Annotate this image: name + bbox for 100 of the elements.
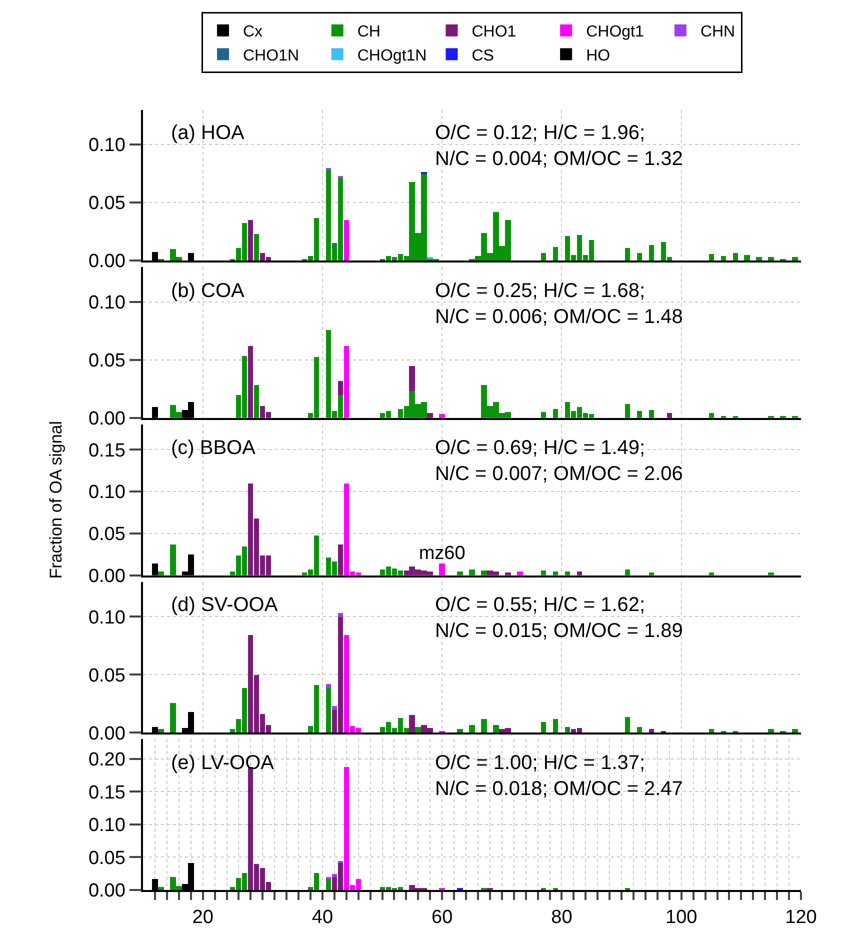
text: (a) HOA bbox=[171, 122, 245, 144]
bar bbox=[553, 571, 558, 576]
bar bbox=[326, 684, 331, 688]
bar bbox=[541, 722, 546, 733]
y-tick-label: 0.15 bbox=[88, 440, 126, 462]
bar bbox=[709, 728, 714, 733]
y-tick-label: 0.10 bbox=[88, 482, 126, 504]
bar bbox=[481, 570, 487, 576]
y-tick-label: 0.00 bbox=[88, 408, 126, 430]
annotation: O/C = 0.55; H/C = 1.62; N/C = 0.015; OM/OC = 1.89 bbox=[435, 594, 683, 642]
bar bbox=[409, 714, 415, 733]
bar bbox=[649, 410, 654, 418]
bar bbox=[481, 718, 487, 733]
bar bbox=[332, 706, 337, 710]
bar bbox=[733, 252, 738, 261]
y-tick-label: 0.00 bbox=[88, 251, 126, 272]
y-tick-label: 0.00 bbox=[88, 880, 126, 902]
y-axis-title: Fraction of OA signal bbox=[46, 420, 66, 579]
bar bbox=[756, 256, 762, 261]
x-tick-label: 100 bbox=[666, 906, 698, 928]
bar bbox=[409, 366, 415, 392]
bar bbox=[709, 254, 714, 261]
bar bbox=[637, 252, 642, 261]
bar bbox=[625, 404, 630, 418]
bar bbox=[338, 544, 343, 576]
bar bbox=[553, 718, 558, 733]
bar bbox=[248, 220, 253, 261]
bar bbox=[427, 413, 433, 418]
y-tick-label: 0.10 bbox=[88, 292, 126, 314]
bar bbox=[332, 874, 337, 878]
bar bbox=[541, 412, 546, 418]
bar bbox=[170, 702, 176, 733]
annotation: mz60 bbox=[418, 542, 466, 564]
bar bbox=[541, 570, 546, 576]
bar bbox=[326, 879, 331, 890]
legend-label: HO bbox=[586, 47, 610, 64]
y-tick-label: 0.00 bbox=[88, 723, 126, 744]
bar bbox=[577, 571, 582, 576]
legend-label: CHN bbox=[700, 24, 736, 41]
bar bbox=[415, 726, 421, 733]
bar bbox=[338, 381, 343, 396]
bar bbox=[254, 385, 259, 418]
bar bbox=[637, 411, 642, 418]
x-tick-label: 20 bbox=[192, 906, 214, 928]
bar bbox=[469, 569, 475, 576]
bar bbox=[158, 887, 164, 890]
bar bbox=[541, 252, 546, 261]
y-tick-label: 0.10 bbox=[88, 135, 126, 156]
x-tick-label: 120 bbox=[785, 906, 817, 928]
annotation: O/C = 0.25; H/C = 1.68; N/C = 0.006; OM/OC = 1.48 bbox=[435, 280, 683, 328]
bar bbox=[709, 413, 714, 418]
annotation: O/C = 1.00; H/C = 1.37; N/C = 0.018; OM/OC = 2.47 bbox=[435, 752, 683, 800]
legend-label: Cx bbox=[243, 24, 263, 41]
bar bbox=[744, 254, 750, 261]
y-tick-label: 0.10 bbox=[88, 815, 126, 836]
bar bbox=[565, 571, 570, 576]
bar bbox=[439, 563, 445, 576]
bar bbox=[326, 688, 331, 733]
bar bbox=[344, 346, 349, 418]
bar bbox=[457, 571, 463, 576]
bar bbox=[625, 716, 630, 733]
bar bbox=[792, 256, 798, 261]
annotation: O/C = 0.12; H/C = 1.96; N/C = 0.004; OM/OC = 1.32 bbox=[435, 122, 683, 170]
bar bbox=[649, 244, 654, 261]
text: (b) COA bbox=[171, 280, 245, 302]
y-tick-label: 0.00 bbox=[88, 566, 126, 587]
bar bbox=[457, 728, 463, 733]
y-tick-label: 0.05 bbox=[88, 665, 126, 686]
y-tick-label: 0.20 bbox=[88, 750, 126, 770]
legend-label: CH bbox=[357, 24, 380, 41]
bar bbox=[625, 569, 630, 576]
bar bbox=[469, 724, 475, 733]
y-tick-label: 0.05 bbox=[88, 524, 126, 546]
bar bbox=[768, 728, 774, 733]
bar bbox=[493, 724, 499, 733]
text: (d) SV-OOA bbox=[171, 594, 278, 616]
bar bbox=[565, 726, 570, 733]
legend-label: CHO1 bbox=[472, 24, 516, 41]
bar bbox=[637, 726, 642, 733]
x-tick-label: 40 bbox=[312, 906, 334, 928]
bar bbox=[553, 246, 558, 261]
y-tick-label: 0.05 bbox=[88, 193, 126, 214]
y-tick-label: 0.10 bbox=[88, 607, 126, 628]
bar bbox=[768, 256, 774, 261]
bar bbox=[158, 571, 164, 576]
bar bbox=[338, 612, 343, 617]
legend-label: CHOgt1N bbox=[357, 47, 427, 64]
y-tick-label: 0.05 bbox=[88, 848, 126, 869]
bar bbox=[170, 544, 176, 576]
x-tick-label: 80 bbox=[551, 906, 572, 928]
text: (c) BBOA bbox=[171, 437, 256, 459]
legend-label: CHOgt1 bbox=[586, 24, 644, 41]
bar bbox=[792, 728, 798, 733]
text: (e) LV-OOA bbox=[171, 752, 275, 774]
bar bbox=[667, 413, 672, 418]
bar bbox=[553, 409, 558, 418]
bar bbox=[649, 728, 654, 733]
legend-label: CHO1N bbox=[243, 47, 300, 64]
bar bbox=[158, 728, 164, 733]
bar bbox=[248, 346, 253, 418]
